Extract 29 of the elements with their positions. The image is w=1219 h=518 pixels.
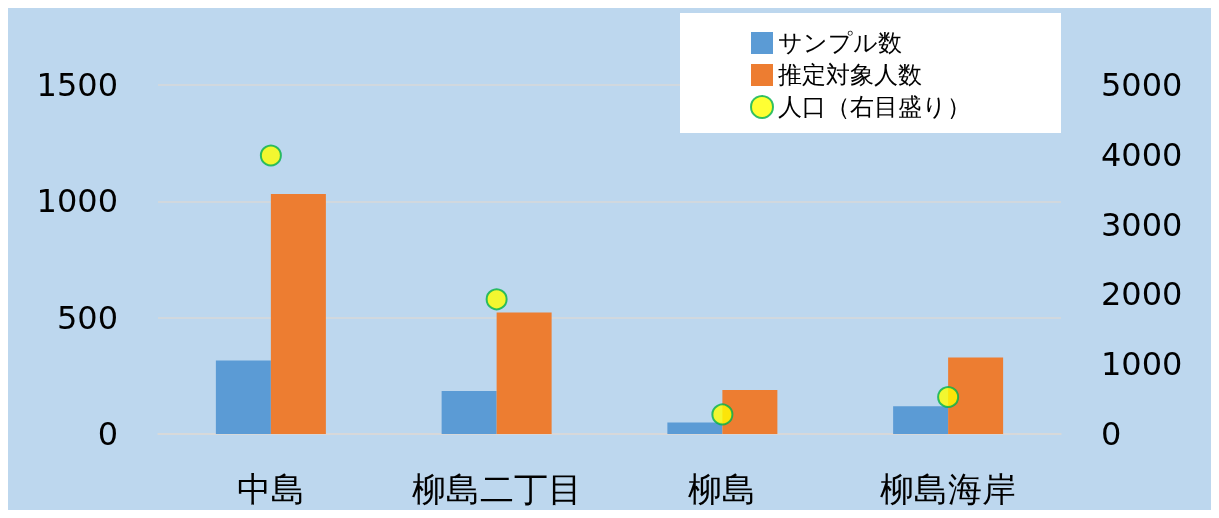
bar <box>270 194 326 434</box>
y-tick-label: 1000 <box>36 182 118 221</box>
y2-tick-label: 2000 <box>1101 275 1183 314</box>
y2-tick-label: 4000 <box>1101 135 1183 174</box>
y2-tick-label: 3000 <box>1101 205 1183 244</box>
y2-tick-label: 5000 <box>1101 66 1183 104</box>
y-tick-label: 0 <box>97 415 118 453</box>
legend-label: 人口（右目盛り） <box>778 93 971 121</box>
bar <box>667 422 723 434</box>
bar <box>441 390 497 434</box>
point <box>937 386 960 408</box>
point <box>485 288 508 311</box>
bar <box>215 360 271 434</box>
point <box>711 403 734 426</box>
y-tick-label: 1500 <box>36 66 118 104</box>
x-tick-label: 柳島 <box>688 469 757 509</box>
bar <box>496 312 552 434</box>
y2-tick-label: 0 <box>1101 415 1122 453</box>
point <box>259 144 282 167</box>
bar <box>893 406 949 434</box>
x-tick-label: 中島 <box>236 469 305 509</box>
y2-tick-label: 1000 <box>1101 345 1183 384</box>
legend-label: 推定対象人数 <box>778 61 922 89</box>
legend-label: サンプル数 <box>778 29 902 57</box>
bar <box>722 390 778 434</box>
bar <box>948 357 1004 434</box>
y-tick-label: 500 <box>56 298 118 337</box>
x-tick-label: 柳島二丁目 <box>411 469 582 509</box>
x-tick-label: 柳島海岸 <box>880 469 1017 509</box>
